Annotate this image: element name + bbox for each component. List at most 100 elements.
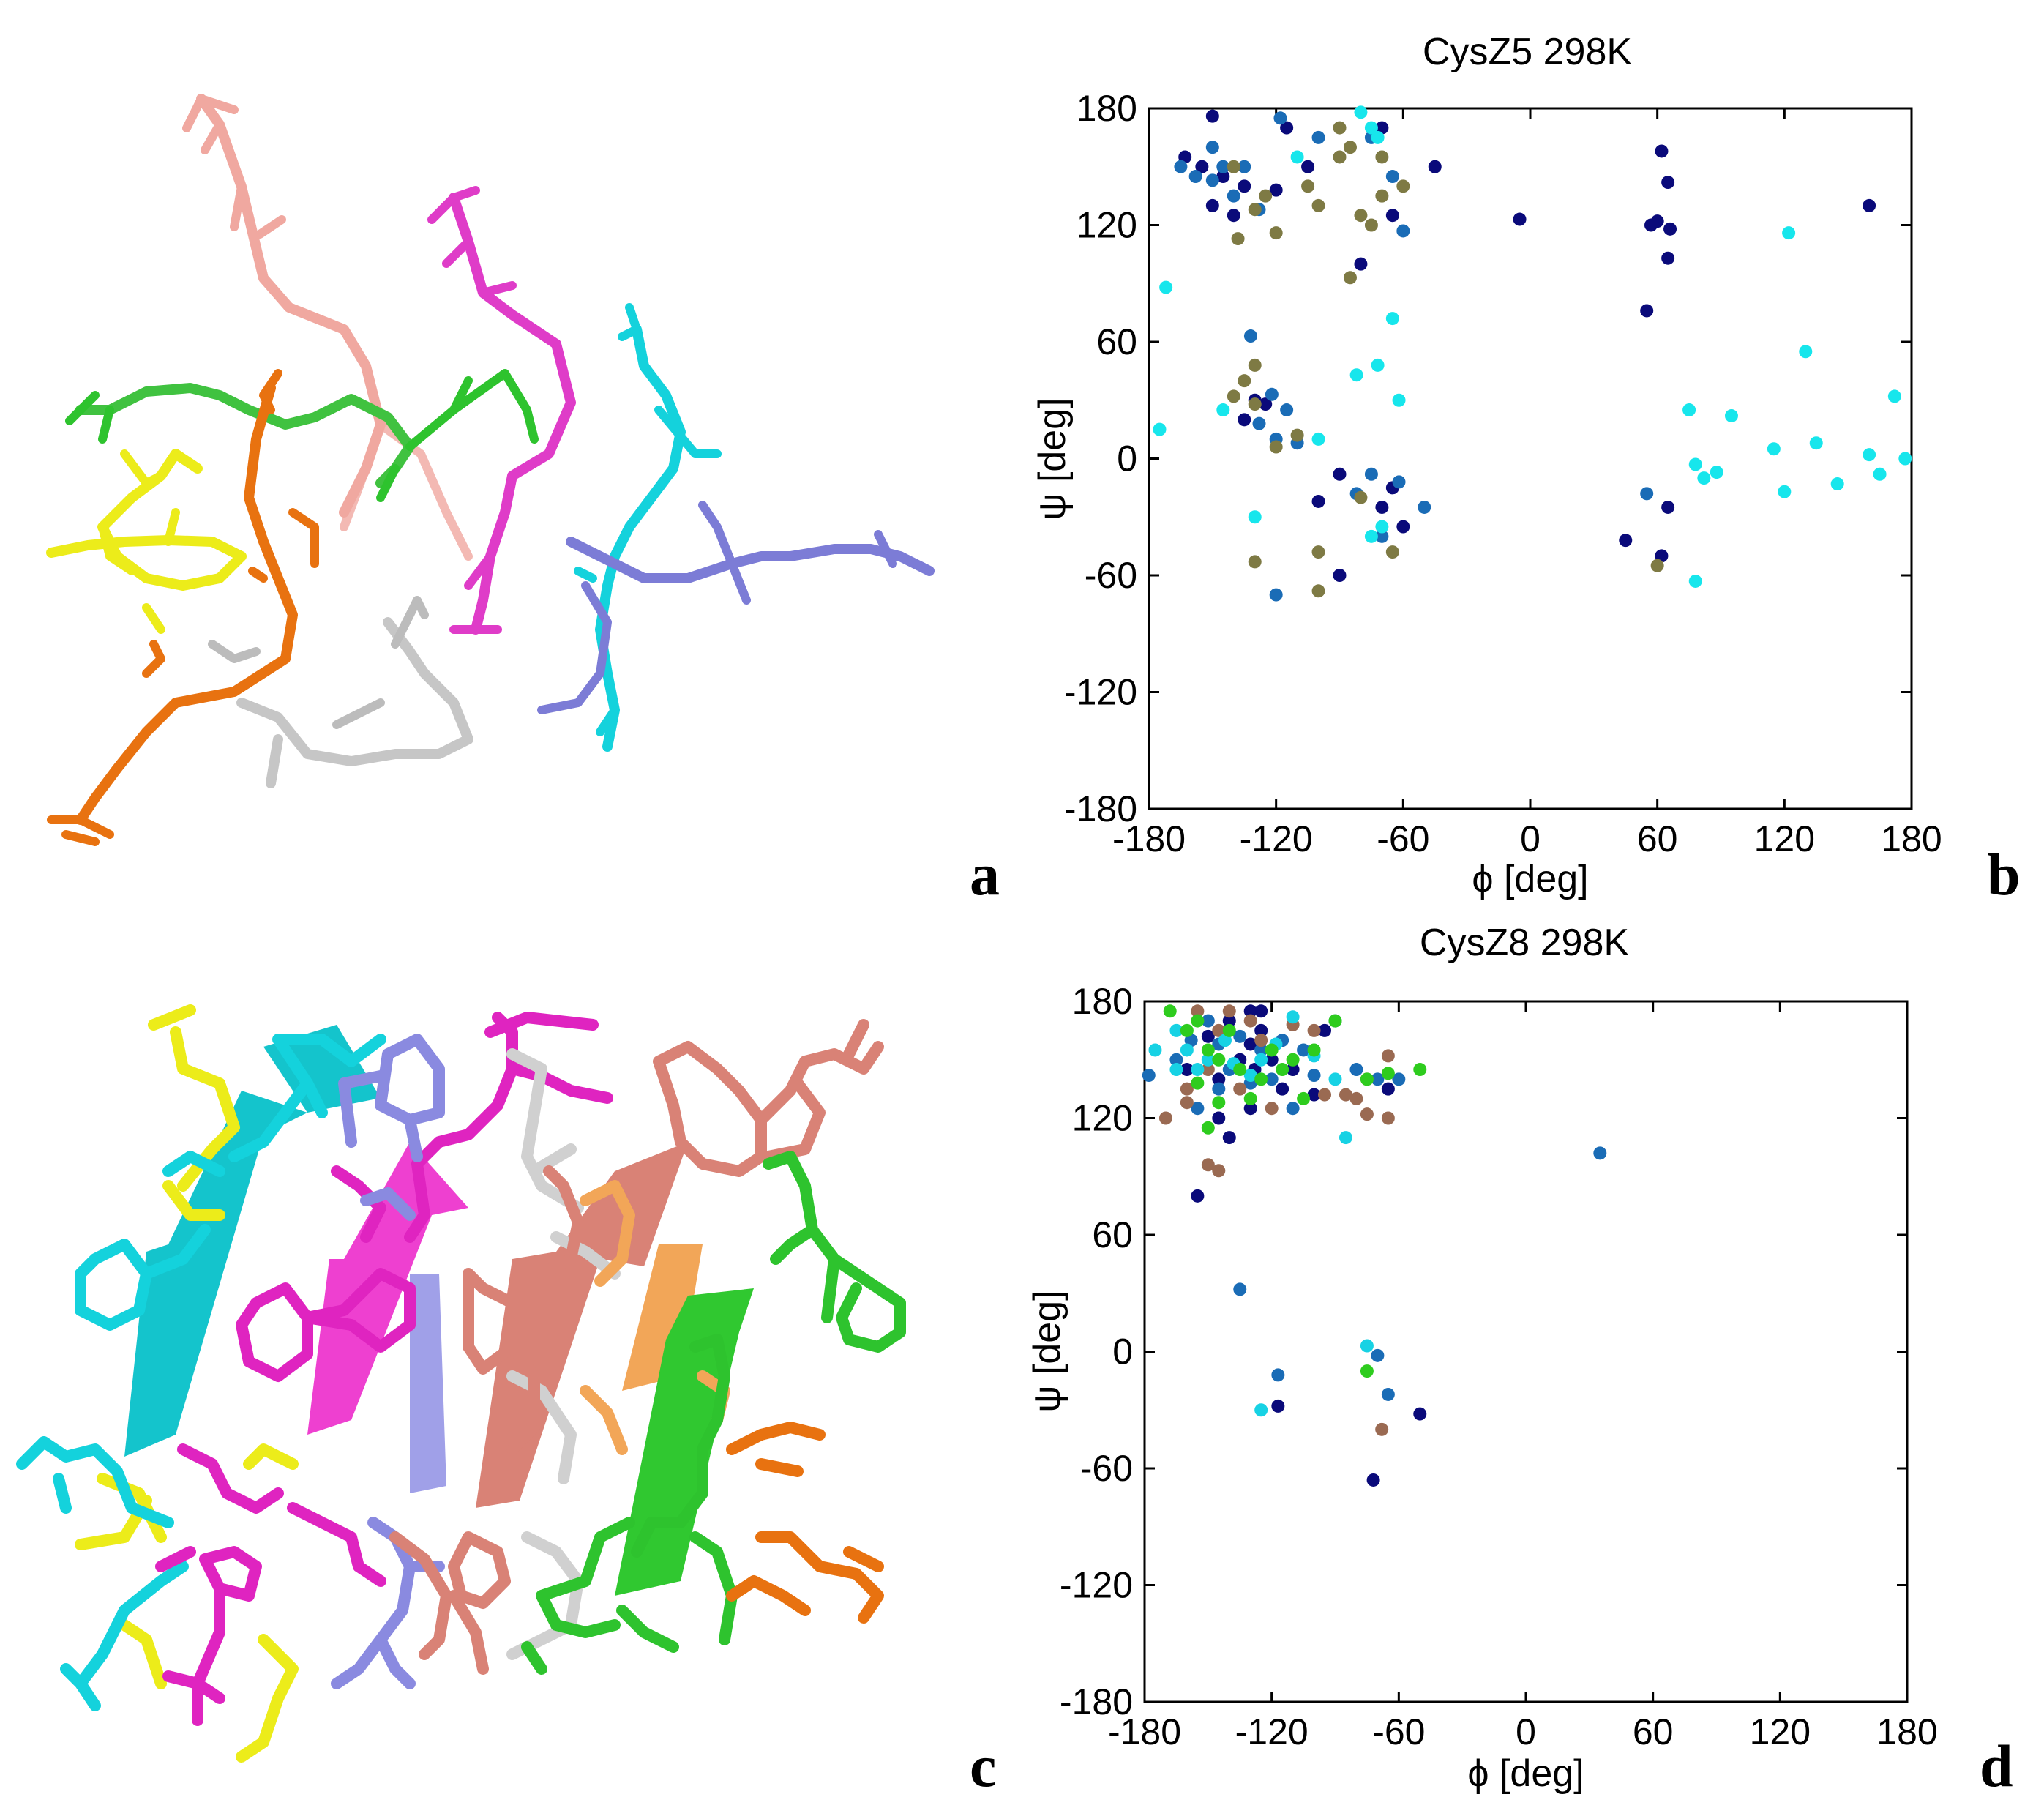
data-point-green	[1360, 1072, 1374, 1086]
data-point-navy	[1180, 1063, 1194, 1077]
y-tick-label: 60	[1096, 321, 1137, 362]
x-tick-label: -120	[1240, 818, 1313, 859]
data-point-steelblue	[1169, 1053, 1183, 1067]
data-point-cyan	[1169, 1063, 1183, 1077]
data-point-steelblue	[1233, 1282, 1247, 1296]
data-point-cyan	[1385, 312, 1399, 326]
data-point-cyan	[1688, 457, 1702, 471]
data-point-cyan	[1767, 442, 1781, 456]
data-point-cyan	[1349, 368, 1363, 382]
data-point-navy	[1238, 179, 1251, 193]
data-point-navy	[1863, 198, 1876, 212]
data-point-steelblue	[1238, 160, 1251, 173]
y-tick-label: 120	[1072, 1098, 1133, 1139]
data-point-brown	[1339, 1088, 1352, 1102]
data-point-brown	[1158, 1111, 1172, 1125]
data-point-steelblue	[1265, 387, 1279, 401]
data-point-brown	[1375, 1422, 1389, 1436]
data-point-navy	[1286, 1063, 1300, 1077]
data-point-olive	[1259, 189, 1273, 203]
strand-magenta	[449, 193, 576, 635]
panel-letter-b: b	[1987, 841, 2021, 908]
data-point-green	[1163, 1004, 1177, 1018]
y-ticks: 180 120 60 0 -60 -120 -180	[1064, 88, 1912, 829]
sheet-cyan	[124, 1091, 307, 1457]
data-point-olive	[1248, 203, 1262, 217]
data-point-steelblue	[1233, 1029, 1247, 1043]
data-point-navy	[1205, 109, 1219, 123]
data-point-brown	[1307, 1023, 1321, 1037]
data-point-navy	[1661, 176, 1675, 190]
data-point-olive	[1354, 209, 1368, 223]
y-tick-label: 60	[1092, 1214, 1133, 1255]
panel-a-structure	[46, 94, 935, 846]
data-point-steelblue	[1201, 1014, 1215, 1028]
data-point-navy	[1259, 397, 1273, 411]
data-point-navy	[1655, 144, 1669, 158]
x-tick-label: 120	[1750, 1711, 1811, 1752]
data-point-green	[1233, 1063, 1247, 1077]
data-point-steelblue	[1142, 1069, 1156, 1083]
data-point-navy	[1276, 1082, 1289, 1096]
data-point-brown	[1243, 1014, 1257, 1028]
data-point-steelblue	[1265, 1072, 1279, 1086]
y-tick-label: -60	[1080, 1448, 1133, 1489]
data-point-navy	[1663, 222, 1677, 236]
data-point-steelblue	[1381, 1387, 1395, 1401]
data-point-cyan	[1710, 466, 1723, 479]
data-point-navy	[1366, 1473, 1380, 1487]
x-tick-label: -60	[1372, 1711, 1425, 1752]
data-point-brown	[1212, 1164, 1226, 1178]
scatter-points	[1142, 1004, 1607, 1487]
data-point-navy	[1254, 1004, 1268, 1018]
data-point-cyan	[1682, 403, 1696, 417]
data-point-olive	[1385, 545, 1399, 559]
data-point-steelblue	[1280, 403, 1294, 417]
ramachandran-plot-cysz8: CysZ8 298K -180 -120 -60 0 60 120 180 180 120 60…	[1026, 922, 1938, 1795]
data-point-steelblue	[1174, 160, 1188, 173]
data-point-steelblue	[1364, 467, 1378, 481]
data-point-cyan	[1360, 1339, 1374, 1353]
data-point-navy	[1396, 520, 1410, 534]
data-point-steelblue	[1371, 1348, 1385, 1362]
data-point-brown	[1254, 1034, 1268, 1047]
data-point-green	[1212, 1096, 1226, 1110]
data-point-cyan	[1778, 485, 1792, 498]
data-point-green	[1222, 1023, 1236, 1037]
data-point-navy	[1269, 183, 1283, 197]
data-point-steelblue	[1252, 416, 1266, 430]
data-point-navy	[1222, 1014, 1236, 1028]
data-point-steelblue	[1243, 329, 1257, 343]
data-point-cyan	[1887, 389, 1901, 403]
data-point-olive	[1333, 150, 1347, 164]
data-point-navy	[1243, 1037, 1257, 1051]
x-tick-label: 0	[1516, 1711, 1536, 1752]
data-point-cyan	[1311, 432, 1325, 446]
data-point-brown	[1201, 1063, 1215, 1077]
data-point-navy	[1644, 218, 1658, 232]
data-point-steelblue	[1640, 487, 1654, 501]
data-point-navy	[1307, 1088, 1321, 1102]
x-tick-label: 180	[1876, 1711, 1937, 1752]
y-axis-label: ψ [deg]	[1031, 397, 1074, 520]
data-point-steelblue	[1191, 1102, 1205, 1116]
data-point-olive	[1248, 555, 1262, 569]
data-point-brown	[1212, 1023, 1226, 1037]
data-point-cyan	[1863, 448, 1876, 462]
x-tick-label: -60	[1377, 818, 1429, 859]
data-point-navy	[1254, 1023, 1268, 1037]
data-point-brown	[1349, 1091, 1363, 1105]
data-point-olive	[1650, 559, 1664, 572]
x-axis-label: ϕ [deg]	[1467, 1752, 1584, 1795]
data-point-olive	[1227, 389, 1240, 403]
data-point-olive	[1290, 428, 1304, 442]
data-point-cyan	[1375, 520, 1389, 534]
x-ticks: -180 -120 -60 0 60 120 180	[1108, 1001, 1938, 1752]
data-point-green	[1297, 1091, 1311, 1105]
data-point-cyan	[1290, 150, 1304, 164]
data-point-navy	[1205, 198, 1219, 212]
data-point-olive	[1311, 198, 1325, 212]
data-point-steelblue	[1273, 111, 1287, 125]
data-point-cyan	[1339, 1131, 1352, 1145]
plot-title: CysZ8 298K	[1420, 922, 1629, 964]
